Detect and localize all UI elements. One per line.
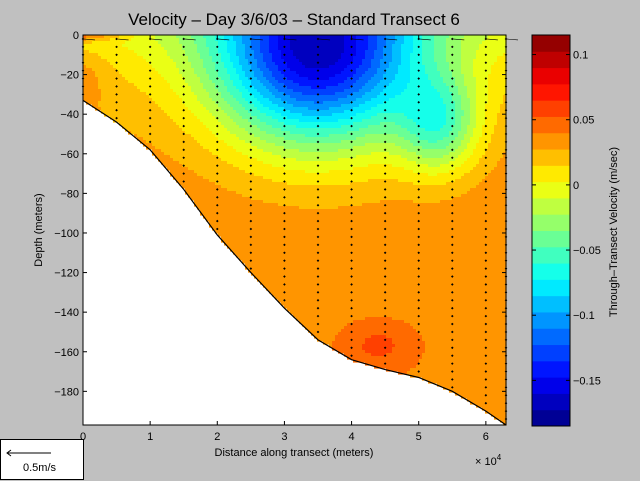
colorbar-segment bbox=[532, 214, 570, 231]
colorbar-segment bbox=[532, 181, 570, 199]
colorbar-segment bbox=[532, 344, 570, 362]
station-column bbox=[115, 37, 129, 120]
x-axis-multiplier: × 104 bbox=[475, 453, 502, 468]
velocity-field bbox=[82, 35, 507, 426]
y-tick-label: −100 bbox=[54, 228, 79, 240]
colorbar-label: Through–Transect Velocity (m/sec) bbox=[608, 147, 620, 317]
station-column bbox=[215, 37, 230, 231]
station-column bbox=[417, 37, 431, 373]
y-tick-label: −80 bbox=[60, 188, 79, 200]
y-tick-label: −160 bbox=[54, 347, 79, 359]
colorbar-segment bbox=[532, 409, 570, 427]
x-multiplier-exponent: 4 bbox=[497, 453, 502, 462]
seabed-line bbox=[82, 99, 507, 426]
plot-area: 0 1 2 3 4 5 6 0 −20 −40 −60 −80 −100 −120 −140 −160 −18… bbox=[54, 30, 519, 443]
station-column bbox=[283, 37, 297, 302]
colorbar-segment bbox=[532, 279, 570, 297]
station-column bbox=[383, 37, 398, 365]
colorbar-segment bbox=[532, 132, 570, 150]
x-tick-label: 0 bbox=[80, 431, 86, 443]
station-column bbox=[182, 37, 196, 183]
plot-frame bbox=[82, 34, 507, 426]
x-axis-ticks: 0 1 2 3 4 5 6 bbox=[80, 35, 489, 443]
colorbar-segment bbox=[532, 83, 570, 101]
sample-stations bbox=[81, 37, 519, 421]
y-tick-label: −40 bbox=[60, 109, 79, 121]
y-tick-label: −140 bbox=[54, 307, 79, 319]
x-tick-label: 1 bbox=[147, 431, 153, 443]
colorbar-tick-label: 0.05 bbox=[573, 115, 594, 127]
colorbar-tick-label: 0 bbox=[573, 180, 579, 192]
colorbar-segment bbox=[532, 116, 570, 134]
station-column bbox=[316, 37, 331, 334]
y-tick-label: 0 bbox=[73, 30, 79, 42]
chart-title: Velocity – Day 3/6/03 – Standard Transec… bbox=[128, 10, 460, 29]
y-axis-label: Depth (meters) bbox=[33, 193, 45, 266]
y-tick-label: −120 bbox=[54, 268, 79, 280]
colorbar-tick-label: −0.05 bbox=[573, 245, 601, 257]
x-tick-label: 2 bbox=[214, 431, 220, 443]
station-column bbox=[484, 37, 498, 405]
x-tick-label: 5 bbox=[416, 431, 422, 443]
station-column bbox=[350, 37, 364, 358]
colorbar-segment bbox=[532, 230, 570, 248]
y-tick-label: −180 bbox=[54, 386, 79, 398]
scale-label: 0.5m/s bbox=[23, 462, 57, 474]
x-tick-label: 4 bbox=[349, 431, 355, 443]
y-tick-label: −20 bbox=[60, 70, 79, 82]
colorbar-segment bbox=[532, 51, 570, 69]
colorbar-segment bbox=[532, 100, 570, 117]
colorbar-segment bbox=[532, 295, 570, 313]
colorbar-segment bbox=[532, 67, 570, 85]
x-axis-label: Distance along transect (meters) bbox=[215, 447, 374, 459]
colorbar-segment bbox=[532, 328, 570, 346]
colorbar-segment bbox=[532, 149, 570, 166]
colorbar-segment bbox=[532, 165, 570, 183]
colorbar-segment bbox=[532, 393, 570, 411]
station-column bbox=[450, 37, 465, 389]
colorbar: 0.1 0.05 0 −0.05 −0.1 −0.15 bbox=[531, 34, 601, 427]
y-axis-ticks: 0 −20 −40 −60 −80 −100 −120 −140 −160 −180 bbox=[54, 30, 506, 398]
colorbar-tick-label: −0.1 bbox=[573, 310, 595, 322]
colorbar-segment bbox=[532, 35, 570, 52]
colorbar-segment bbox=[532, 360, 570, 378]
x-tick-label: 3 bbox=[281, 431, 287, 443]
velocity-scale-legend: 0.5m/s bbox=[0, 439, 84, 480]
colorbar-tick-label: 0.1 bbox=[573, 50, 588, 62]
colorbar-tick-label: −0.15 bbox=[573, 375, 601, 387]
colorbar-segment bbox=[532, 263, 570, 280]
x-tick-label: 6 bbox=[483, 431, 489, 443]
colorbar-segment bbox=[532, 246, 570, 264]
scale-arrow bbox=[6, 449, 51, 457]
y-tick-label: −60 bbox=[60, 149, 79, 161]
x-multiplier-base: × 10 bbox=[475, 456, 497, 468]
colorbar-segment bbox=[532, 197, 570, 215]
colorbar-segment bbox=[532, 377, 570, 394]
station-column bbox=[249, 37, 263, 270]
colorbar-segment bbox=[532, 311, 570, 329]
